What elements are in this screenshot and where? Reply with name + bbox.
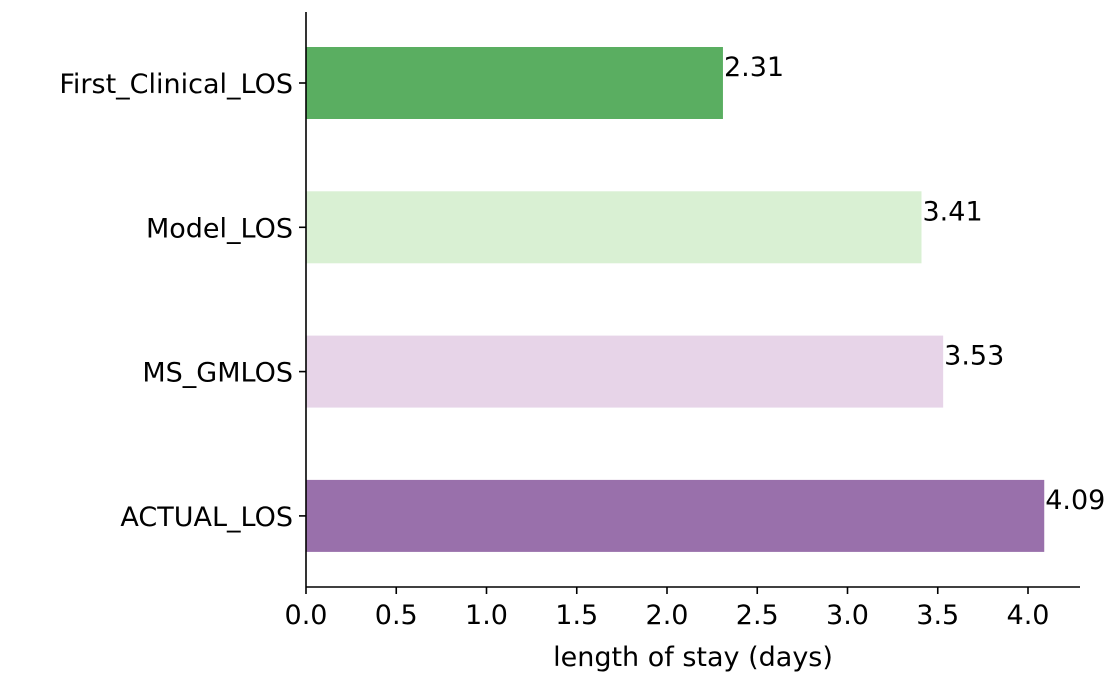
bar-first-clinical-los bbox=[306, 47, 723, 119]
bar-model-los bbox=[306, 191, 922, 264]
bars-group bbox=[306, 47, 1045, 552]
y-tick-label: First_Clinical_LOS bbox=[59, 69, 293, 100]
value-label-ms-gmlos: 3.53 bbox=[944, 341, 1004, 372]
bar-actual-los bbox=[306, 479, 1045, 552]
x-tick-label: 4.0 bbox=[1007, 600, 1050, 631]
x-tick-label: 0.5 bbox=[375, 600, 418, 631]
x-tick-label: 0.0 bbox=[285, 600, 328, 631]
bar-ms-gmlos bbox=[306, 335, 944, 408]
x-axis-title: length of stay (days) bbox=[553, 642, 833, 673]
y-axis-ticks: First_Clinical_LOS Model_LOS MS_GMLOS ACTUA… bbox=[59, 69, 306, 533]
x-tick-label: 2.5 bbox=[736, 600, 779, 631]
x-axis-ticks: 0.0 0.5 1.0 1.5 2.0 2.5 3.0 3.5 4.0 bbox=[285, 587, 1050, 631]
x-tick-label: 1.5 bbox=[555, 600, 598, 631]
value-label-actual-los: 4.09 bbox=[1045, 485, 1105, 516]
x-tick-label: 3.5 bbox=[916, 600, 959, 631]
value-labels-group: 2.31 3.41 3.53 4.09 bbox=[724, 52, 1105, 516]
y-tick-label: MS_GMLOS bbox=[142, 358, 293, 389]
x-tick-label: 2.0 bbox=[646, 600, 689, 631]
x-tick-label: 3.0 bbox=[826, 600, 869, 631]
y-tick-label: Model_LOS bbox=[146, 213, 293, 244]
x-tick-label: 1.0 bbox=[465, 600, 508, 631]
value-label-first-clinical-los: 2.31 bbox=[724, 52, 784, 83]
value-label-model-los: 3.41 bbox=[923, 196, 983, 227]
y-tick-label: ACTUAL_LOS bbox=[120, 502, 293, 533]
